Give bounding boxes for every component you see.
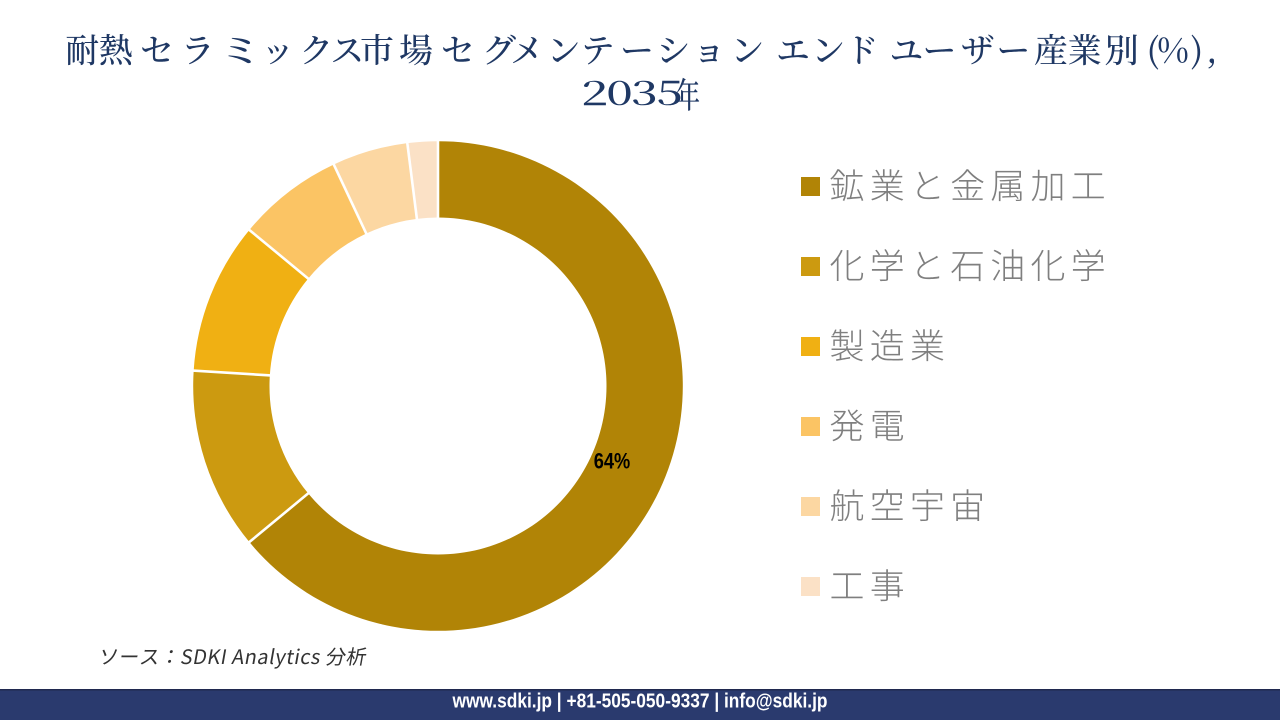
svg-text:64%: 64%: [594, 449, 631, 474]
svg-text:www.sdki.jp | +81-505-050-9337: www.sdki.jp | +81-505-050-9337 | info@sd…: [452, 691, 828, 713]
